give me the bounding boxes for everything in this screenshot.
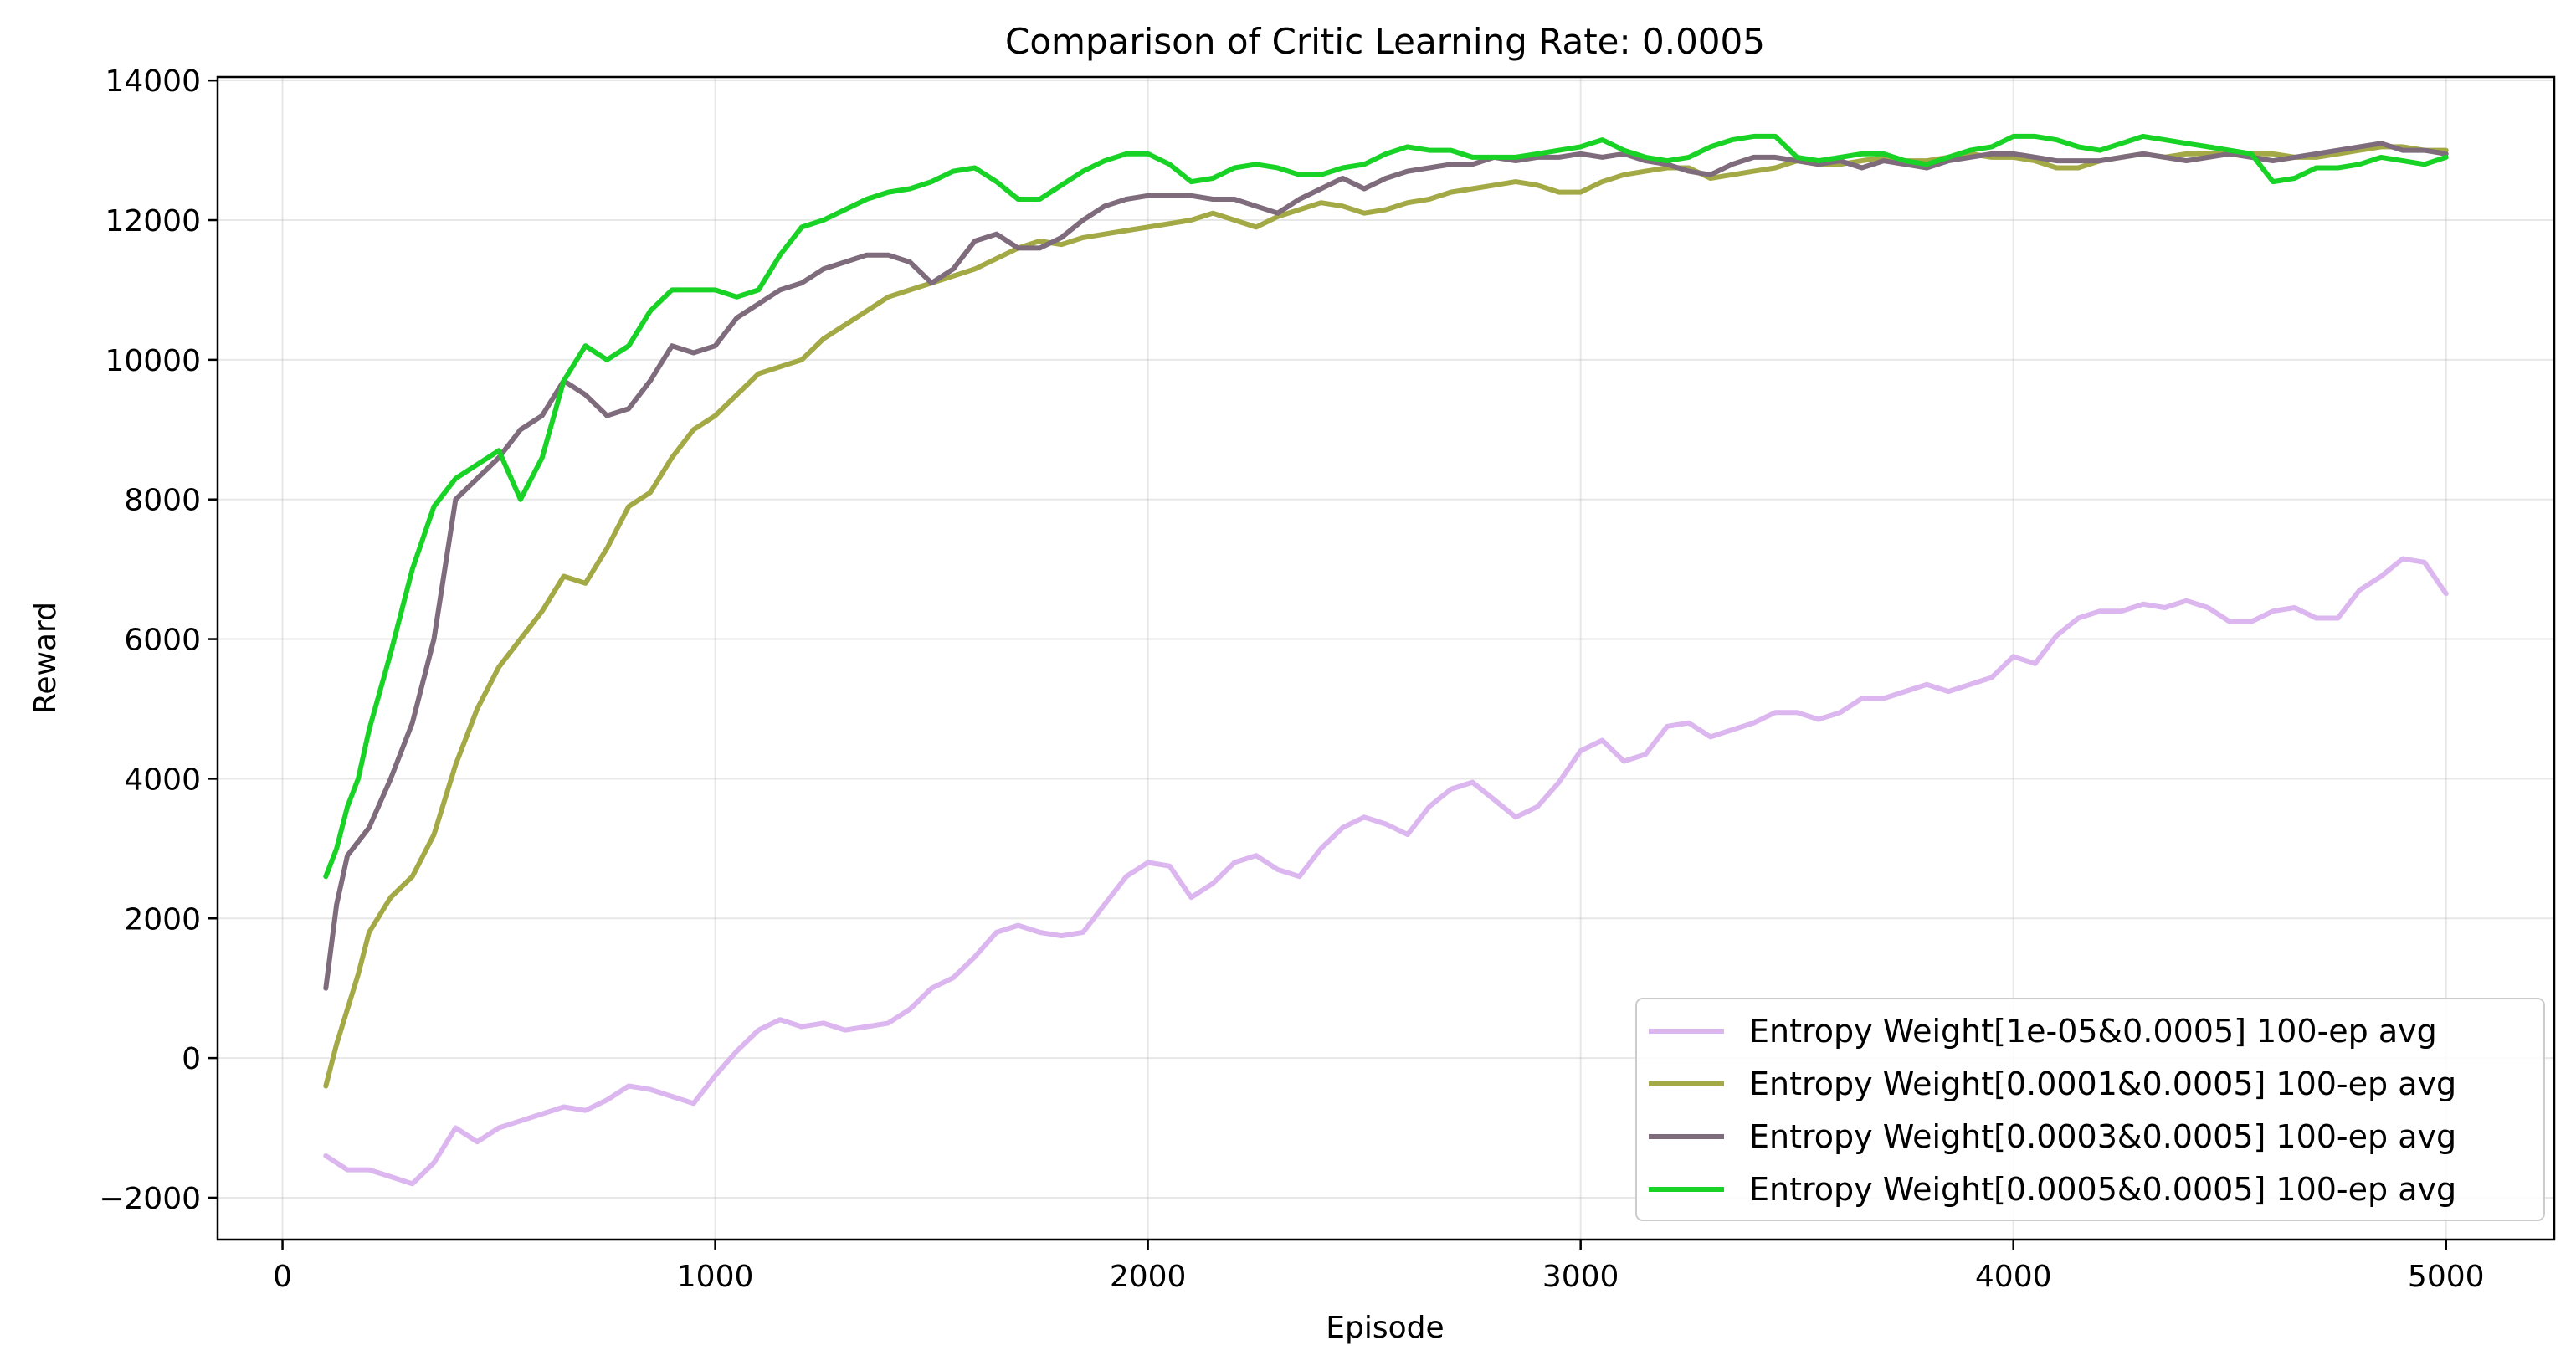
legend-label-4: Entropy Weight[0.0005&0.0005] 100-ep avg [1749, 1171, 2456, 1208]
legend-label-2: Entropy Weight[0.0001&0.0005] 100-ep avg [1749, 1065, 2456, 1102]
legend: Entropy Weight[1e-05&0.0005] 100-ep avg E… [1635, 998, 2545, 1221]
x-tick-label: 4000 [1975, 1260, 2052, 1294]
legend-label-1: Entropy Weight[1e-05&0.0005] 100-ep avg [1749, 1013, 2437, 1050]
grid [218, 77, 2554, 1240]
series-lines [323, 133, 2449, 1187]
legend-label-3: Entropy Weight[0.0003&0.0005] 100-ep avg [1749, 1118, 2456, 1155]
series-line-1 [323, 556, 2449, 1187]
x-tick-label: 0 [273, 1260, 292, 1294]
x-tick-label: 3000 [1542, 1260, 1619, 1294]
x-tick-label: 1000 [677, 1260, 754, 1294]
y-tick-label: 6000 [124, 624, 201, 658]
legend-box [1635, 998, 2545, 1221]
y-tick-label: 4000 [124, 763, 201, 797]
y-tick-label: 8000 [124, 484, 201, 518]
x-axis-label: Episode [1326, 1311, 1444, 1345]
x-axis-ticks: 0 1000 2000 3000 4000 5000 [273, 1240, 2485, 1294]
series-line-2 [323, 144, 2449, 1089]
y-tick-label: 2000 [124, 902, 201, 937]
chart-title: Comparison of Critic Learning Rate: 0.00… [1005, 21, 1765, 62]
y-axis-label: Reward [28, 602, 63, 714]
series-line-3 [323, 141, 2449, 991]
x-tick-label: 2000 [1110, 1260, 1187, 1294]
x-tick-label: 5000 [2408, 1260, 2485, 1294]
plot-area-frame [216, 75, 2556, 1241]
y-axis-ticks: −2000 0 2000 4000 6000 8000 10000 12000 14000 [99, 64, 218, 1216]
y-tick-label: −2000 [99, 1182, 201, 1216]
y-tick-label: 10000 [105, 344, 201, 378]
series-line-4 [323, 133, 2449, 880]
y-tick-label: 14000 [105, 64, 201, 99]
y-tick-label: 12000 [105, 204, 201, 239]
y-tick-label: 0 [182, 1042, 201, 1076]
